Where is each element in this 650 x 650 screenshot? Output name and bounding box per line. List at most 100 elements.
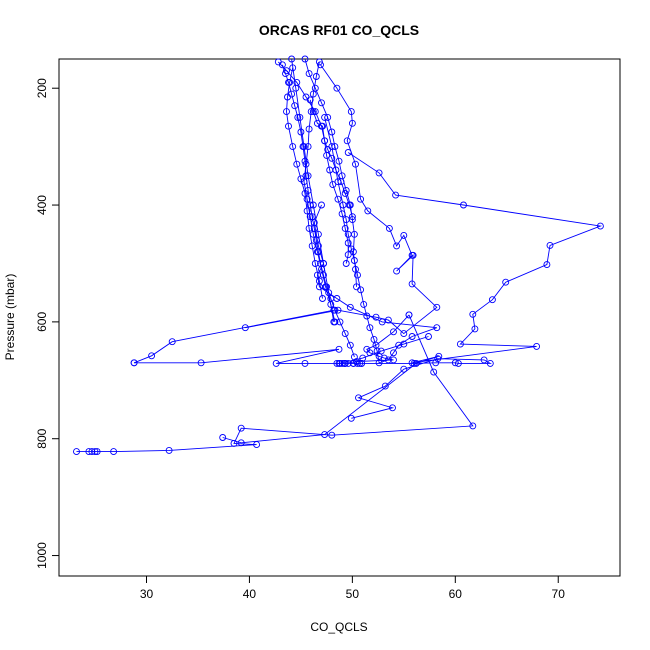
series-3 [347, 355, 494, 422]
data-point [596, 222, 604, 230]
data-point [309, 90, 317, 98]
data-point [309, 201, 317, 209]
data-point [301, 359, 309, 367]
data-point [322, 283, 330, 291]
x-tick-label: 50 [346, 587, 360, 601]
data-point [357, 195, 365, 203]
y-tick-label: 600 [35, 312, 49, 332]
data-point [168, 338, 176, 346]
data-point [469, 422, 477, 430]
data-point [296, 113, 304, 121]
data-point [392, 191, 400, 199]
data-point [73, 448, 80, 456]
data-point [346, 341, 354, 349]
data-point [377, 347, 385, 355]
data-point [358, 359, 366, 367]
series-13 [283, 64, 326, 302]
data-point [319, 295, 326, 302]
x-axis-label: CO_QCLS [310, 620, 367, 634]
plot-frame [58, 58, 621, 577]
data-point [366, 324, 374, 332]
data-point [430, 368, 438, 376]
series-2 [333, 311, 413, 367]
data-point [400, 330, 408, 338]
data-point [197, 359, 205, 367]
data-point [347, 414, 355, 422]
data-point [395, 341, 403, 349]
data-point [304, 172, 312, 180]
data-point [335, 359, 343, 367]
data-point [292, 84, 300, 92]
data-point [425, 333, 432, 340]
data-point [546, 241, 554, 249]
data-point [88, 448, 96, 456]
data-point [352, 265, 359, 273]
data-point [284, 93, 291, 101]
data-point [460, 201, 467, 209]
data-point [311, 260, 319, 267]
x-tick-label: 60 [449, 587, 463, 601]
data-point [393, 242, 401, 250]
data-point [303, 207, 311, 215]
series-15 [288, 55, 338, 326]
data-point [469, 310, 477, 318]
data-point [318, 201, 325, 209]
x-axis: 30 40 50 60 70 [140, 576, 565, 601]
data-point [533, 342, 541, 350]
series-4 [130, 333, 432, 367]
data-point [328, 154, 336, 162]
data-point [237, 439, 245, 447]
series-line [313, 117, 437, 364]
series-line [291, 58, 335, 322]
data-point [289, 143, 297, 151]
data-point [294, 113, 302, 121]
data-point [347, 108, 355, 116]
data-point [393, 267, 401, 275]
data-point [325, 289, 333, 297]
data-point [286, 78, 294, 86]
data-point [283, 67, 290, 75]
data-point [342, 260, 350, 267]
data-point [293, 160, 301, 168]
x-tick-label: 70 [552, 587, 566, 601]
data-point [338, 210, 346, 218]
series-line [245, 64, 438, 335]
y-tick-label: 400 [35, 195, 49, 215]
data-point [335, 157, 343, 165]
data-point [363, 312, 371, 320]
data-point [301, 55, 309, 63]
data-point [300, 143, 308, 151]
data-point [324, 113, 332, 121]
data-point [344, 251, 352, 259]
data-point [337, 178, 345, 186]
data-point [353, 283, 360, 291]
data-point [297, 128, 305, 136]
data-point [314, 230, 322, 238]
data-point [385, 224, 393, 232]
data-point [502, 278, 510, 286]
data-point [350, 230, 358, 238]
data-point [302, 172, 310, 180]
x-tick-label: 30 [140, 587, 154, 601]
y-tick-label: 1000 [35, 542, 49, 569]
data-point [301, 157, 309, 165]
x-tick-label: 40 [243, 587, 257, 601]
data-point [315, 277, 323, 285]
data-point [486, 359, 494, 367]
series-11 [301, 55, 360, 291]
data-point [241, 324, 249, 332]
data-point [332, 166, 340, 174]
data-point [408, 333, 416, 340]
data-point [349, 248, 357, 256]
data-point [355, 394, 362, 402]
data-point [408, 280, 416, 288]
data-point [291, 102, 299, 110]
data-point [333, 84, 341, 92]
data-point [329, 181, 337, 189]
data-point [348, 213, 356, 221]
data-point [370, 335, 378, 343]
data-point [110, 448, 118, 456]
data-point [389, 404, 396, 412]
data-point [373, 347, 381, 355]
data-point [408, 251, 416, 259]
